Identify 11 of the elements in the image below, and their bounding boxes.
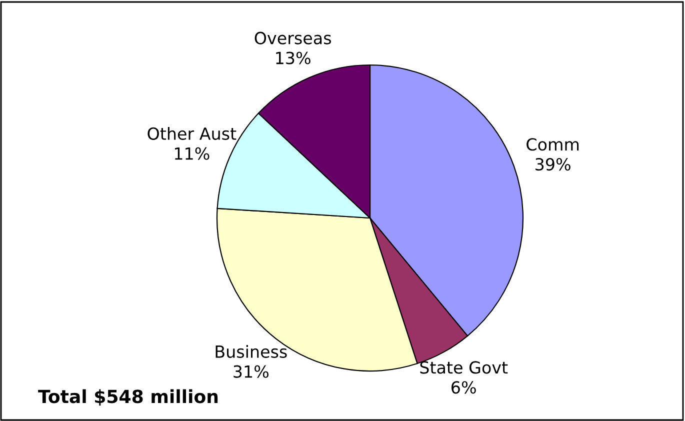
- data-label: 31%: [234, 365, 269, 378]
- slice-label: Overseas: [254, 32, 331, 44]
- slice-label: Other Aust: [148, 127, 236, 140]
- data-label: 13%: [276, 52, 310, 64]
- slice-label: State Govt: [420, 361, 508, 374]
- data-label: 6%: [452, 381, 476, 394]
- text: Total $548 million: [38, 389, 218, 406]
- data-label: 39%: [536, 158, 570, 171]
- data-label: 11%: [174, 147, 210, 160]
- slice-label: Comm: [526, 138, 579, 151]
- slice-label: Business: [216, 345, 287, 358]
